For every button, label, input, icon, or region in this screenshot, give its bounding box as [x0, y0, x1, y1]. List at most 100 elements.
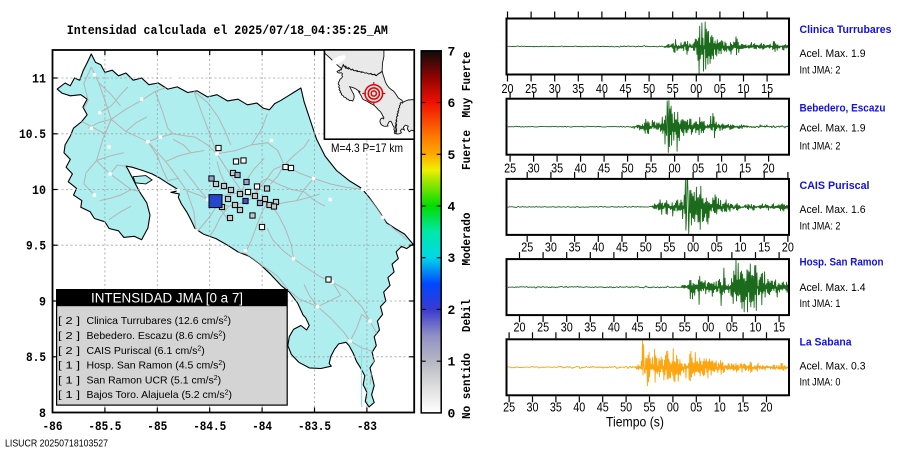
- svg-text:7: 7: [448, 44, 456, 59]
- svg-text:35: 35: [572, 82, 584, 96]
- svg-text:00: 00: [687, 241, 699, 255]
- svg-text:30: 30: [545, 241, 557, 255]
- svg-text:Acel. Max. 1.9: Acel. Max. 1.9: [800, 123, 866, 135]
- svg-text:35: 35: [550, 401, 562, 415]
- svg-text:05: 05: [714, 82, 726, 96]
- svg-text:M=4.3 P=17 km: M=4.3 P=17 km: [331, 141, 403, 155]
- svg-text:Clinica Turrubares: Clinica Turrubares: [800, 24, 892, 36]
- svg-text:Int JMA: 0: Int JMA: 0: [800, 376, 841, 388]
- svg-text:10.5: 10.5: [19, 128, 46, 142]
- svg-text:Fuerte: Fuerte: [461, 130, 474, 170]
- svg-text:1: 1: [448, 355, 456, 370]
- svg-text:[ 2 ]: [ 2 ]: [58, 345, 80, 357]
- svg-text:25: 25: [503, 401, 515, 415]
- svg-text:35: 35: [551, 162, 563, 176]
- svg-text:Debil: Debil: [461, 299, 474, 332]
- svg-text:45: 45: [597, 401, 609, 415]
- svg-text:30: 30: [527, 401, 539, 415]
- svg-text:[ 1 ]: [ 1 ]: [58, 374, 80, 386]
- svg-text:20: 20: [763, 162, 775, 176]
- svg-text:25: 25: [537, 321, 549, 335]
- svg-text:20: 20: [761, 401, 773, 415]
- svg-text:No sentido: No sentido: [461, 353, 474, 419]
- svg-text:10: 10: [716, 162, 728, 176]
- svg-text:CAIS Puriscal: CAIS Puriscal: [800, 180, 870, 192]
- svg-text:10: 10: [750, 321, 762, 335]
- svg-text:20: 20: [782, 241, 794, 255]
- svg-text:00: 00: [690, 82, 702, 96]
- svg-text:45: 45: [616, 241, 628, 255]
- svg-text:Clinica Turrubares (12.6 cm/s2: Clinica Turrubares (12.6 cm/s2): [87, 315, 232, 327]
- svg-text:-84: -84: [252, 420, 272, 434]
- svg-text:-84.5: -84.5: [193, 420, 226, 434]
- svg-text:30: 30: [549, 82, 561, 96]
- svg-text:Bajos Toro. Alajuela (5.2 cm/s: Bajos Toro. Alajuela (5.2 cm/s2): [87, 389, 233, 401]
- svg-text:35: 35: [569, 241, 581, 255]
- svg-text:-85: -85: [147, 420, 167, 434]
- svg-text:55: 55: [644, 401, 656, 415]
- svg-text:00: 00: [669, 162, 681, 176]
- svg-text:[ 2 ]: [ 2 ]: [58, 315, 80, 327]
- svg-text:Acel. Max. 1.9: Acel. Max. 1.9: [800, 48, 866, 60]
- svg-text:10: 10: [714, 401, 726, 415]
- svg-text:Int JMA: 2: Int JMA: 2: [800, 65, 841, 77]
- svg-text:LISUCR 20250718103527: LISUCR 20250718103527: [5, 438, 108, 450]
- svg-text:CAIS Puriscal (6.1 cm/s2): CAIS Puriscal (6.1 cm/s2): [87, 345, 205, 357]
- svg-text:25: 25: [504, 162, 516, 176]
- svg-text:15: 15: [739, 162, 751, 176]
- svg-text:Muy Fuerte: Muy Fuerte: [461, 51, 474, 117]
- svg-text:40: 40: [592, 241, 604, 255]
- svg-text:50: 50: [620, 401, 632, 415]
- svg-text:9: 9: [39, 296, 46, 310]
- svg-text:San Ramon UCR (5.1 cm/s2): San Ramon UCR (5.1 cm/s2): [87, 374, 222, 386]
- svg-text:-86: -86: [43, 420, 63, 434]
- svg-text:Hosp. San Ramon: Hosp. San Ramon: [800, 257, 884, 269]
- svg-text:00: 00: [702, 321, 714, 335]
- svg-text:-83.5: -83.5: [298, 420, 331, 434]
- svg-text:35: 35: [584, 321, 596, 335]
- svg-text:40: 40: [575, 162, 587, 176]
- svg-text:[ 2 ]: [ 2 ]: [58, 330, 80, 342]
- svg-text:Acel. Max. 1.6: Acel. Max. 1.6: [800, 204, 866, 216]
- svg-text:Int JMA: 1: Int JMA: 1: [800, 298, 841, 310]
- svg-text:50: 50: [655, 321, 667, 335]
- svg-text:20: 20: [514, 321, 526, 335]
- svg-text:30: 30: [528, 162, 540, 176]
- svg-text:9.5: 9.5: [26, 240, 46, 254]
- svg-text:Intensidad calculada el 2025/0: Intensidad calculada el 2025/07/18_04:35…: [67, 23, 388, 38]
- svg-text:05: 05: [690, 401, 702, 415]
- svg-text:8.5: 8.5: [26, 351, 46, 365]
- svg-text:50: 50: [640, 241, 652, 255]
- svg-text:-83: -83: [357, 420, 377, 434]
- svg-text:15: 15: [773, 321, 785, 335]
- svg-text:15: 15: [761, 82, 773, 96]
- svg-text:40: 40: [608, 321, 620, 335]
- svg-text:10: 10: [32, 184, 46, 198]
- svg-text:Bebedero, Escazu: Bebedero, Escazu: [800, 102, 886, 114]
- svg-text:Tiempo (s): Tiempo (s): [606, 415, 664, 430]
- svg-text:40: 40: [596, 82, 608, 96]
- svg-text:Bebedero. Escazu (8.6 cm/s2): Bebedero. Escazu (8.6 cm/s2): [87, 330, 226, 342]
- svg-text:50: 50: [643, 82, 655, 96]
- svg-text:55: 55: [667, 82, 679, 96]
- svg-text:20: 20: [502, 82, 514, 96]
- svg-text:55: 55: [645, 162, 657, 176]
- svg-text:50: 50: [622, 162, 634, 176]
- svg-text:05: 05: [726, 321, 738, 335]
- svg-text:11: 11: [32, 73, 46, 87]
- svg-text:10: 10: [738, 82, 750, 96]
- svg-text:4: 4: [448, 200, 456, 215]
- svg-text:INTENSIDAD JMA [0 a 7]: INTENSIDAD JMA [0 a 7]: [91, 290, 243, 305]
- svg-text:40: 40: [573, 401, 585, 415]
- svg-text:00: 00: [667, 401, 679, 415]
- svg-text:15: 15: [737, 401, 749, 415]
- svg-text:Acel. Max. 0.3: Acel. Max. 0.3: [800, 361, 866, 373]
- svg-text:5: 5: [448, 148, 456, 163]
- svg-text:Hosp. San Ramon (4.5 cm/s2): Hosp. San Ramon (4.5 cm/s2): [87, 360, 226, 372]
- svg-text:10: 10: [735, 241, 747, 255]
- svg-text:30: 30: [561, 321, 573, 335]
- svg-text:25: 25: [525, 82, 537, 96]
- svg-text:0: 0: [448, 406, 456, 421]
- svg-text:[ 1 ]: [ 1 ]: [58, 360, 80, 372]
- svg-text:Moderado: Moderado: [461, 212, 474, 265]
